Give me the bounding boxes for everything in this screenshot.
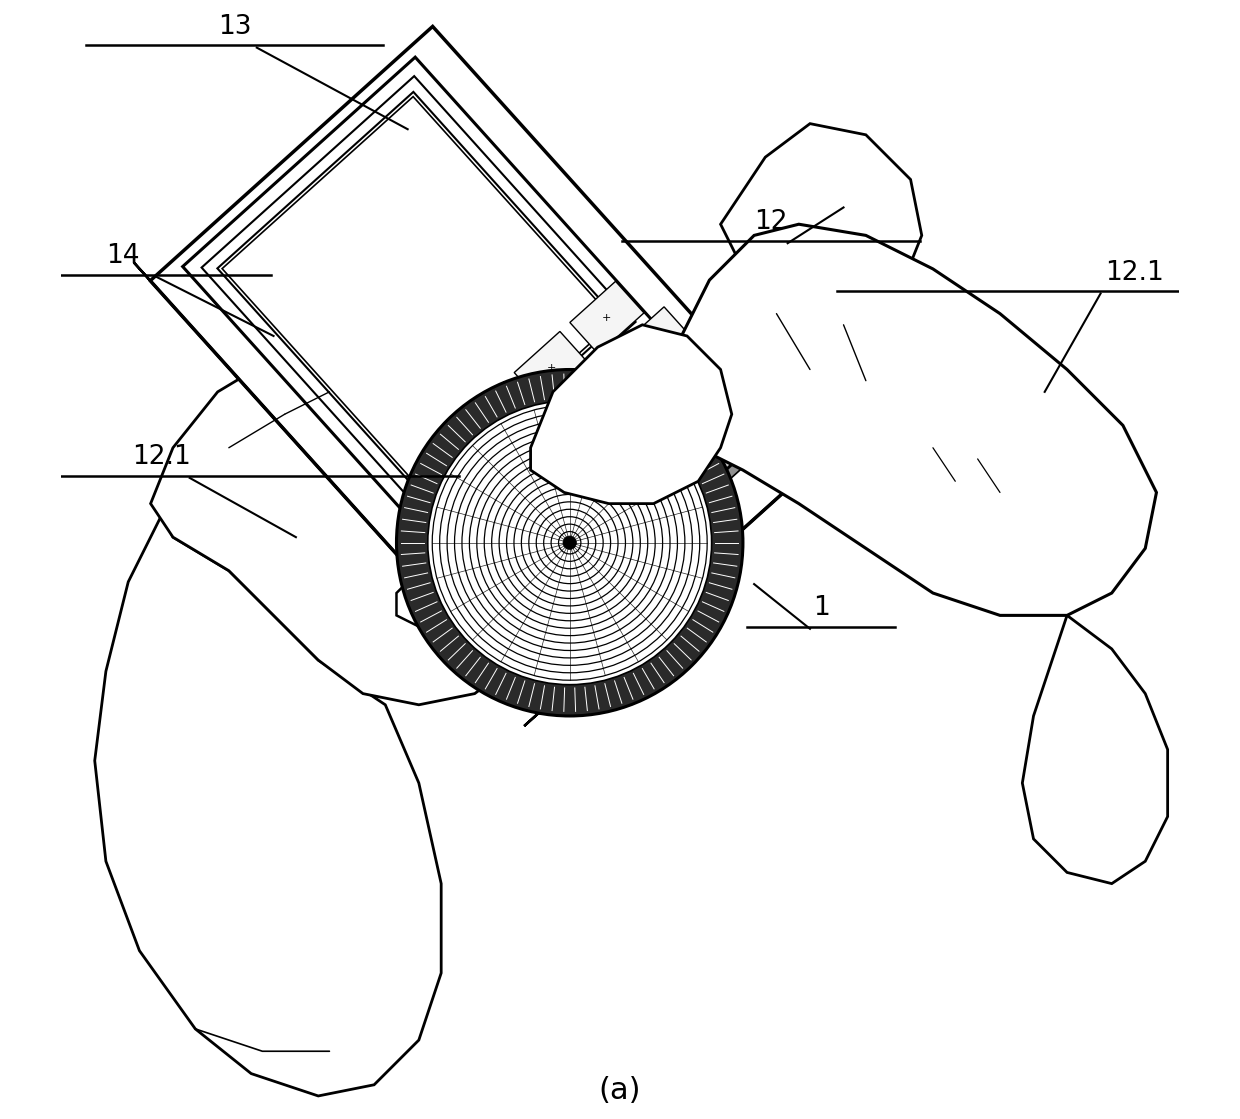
Polygon shape xyxy=(436,339,744,632)
Polygon shape xyxy=(544,411,799,641)
Polygon shape xyxy=(217,92,620,498)
Polygon shape xyxy=(525,459,822,726)
Polygon shape xyxy=(720,123,921,313)
Polygon shape xyxy=(94,515,441,1096)
Text: 1: 1 xyxy=(812,595,830,621)
Polygon shape xyxy=(676,224,1157,615)
Polygon shape xyxy=(563,357,639,431)
Text: 12.1: 12.1 xyxy=(1105,260,1163,285)
Polygon shape xyxy=(150,27,822,713)
Circle shape xyxy=(397,369,743,716)
Polygon shape xyxy=(531,325,732,504)
Polygon shape xyxy=(521,385,792,633)
Polygon shape xyxy=(134,263,539,713)
Polygon shape xyxy=(1022,615,1168,884)
Text: 12: 12 xyxy=(754,209,787,235)
Polygon shape xyxy=(619,307,694,382)
Polygon shape xyxy=(229,104,608,485)
Polygon shape xyxy=(202,76,636,514)
Ellipse shape xyxy=(429,502,479,549)
Text: +: + xyxy=(541,440,549,449)
Polygon shape xyxy=(451,458,527,532)
Text: (a): (a) xyxy=(599,1075,641,1104)
Polygon shape xyxy=(515,331,588,404)
Text: +: + xyxy=(491,413,500,423)
Polygon shape xyxy=(570,281,644,354)
Polygon shape xyxy=(397,537,486,627)
Text: 14: 14 xyxy=(105,243,139,269)
Text: 13: 13 xyxy=(218,13,252,40)
Polygon shape xyxy=(507,407,583,481)
Text: +: + xyxy=(485,489,494,499)
Polygon shape xyxy=(182,57,655,533)
Polygon shape xyxy=(222,96,615,492)
Polygon shape xyxy=(459,382,533,454)
Text: 12.1: 12.1 xyxy=(133,444,191,470)
Circle shape xyxy=(428,401,712,685)
Polygon shape xyxy=(150,358,553,705)
Text: +: + xyxy=(596,389,605,399)
Text: +: + xyxy=(651,339,661,349)
Text: +: + xyxy=(547,363,556,373)
Text: +: + xyxy=(603,312,611,322)
Circle shape xyxy=(563,536,577,549)
